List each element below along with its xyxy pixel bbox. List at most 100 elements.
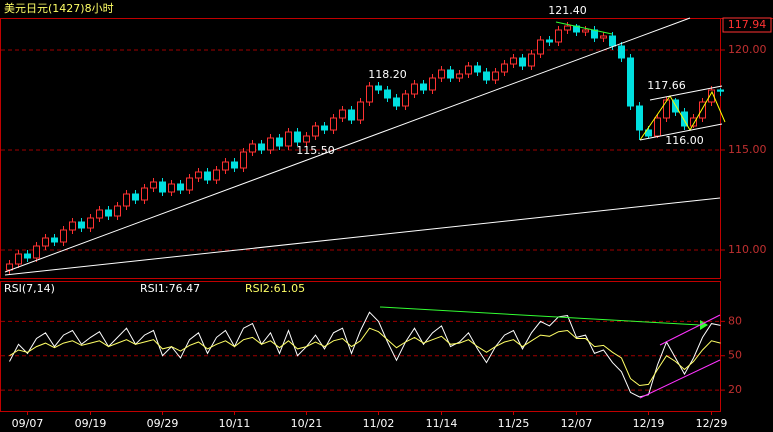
x-tick-label: 11/02 bbox=[363, 417, 395, 430]
candle-body bbox=[510, 57, 517, 65]
candle-body bbox=[636, 105, 643, 131]
rsi-panel-border bbox=[0, 281, 721, 412]
candle-body bbox=[186, 177, 193, 191]
candle-body bbox=[114, 205, 121, 217]
y-tick-label: 120.00 bbox=[728, 43, 767, 56]
candle-body bbox=[24, 253, 31, 259]
candle-body bbox=[609, 35, 616, 47]
candle-body bbox=[177, 183, 184, 191]
rsi-title: RSI(7,14) bbox=[4, 282, 55, 295]
candle-body bbox=[627, 57, 634, 107]
candle-body bbox=[51, 237, 58, 243]
y-tick-label: 115.00 bbox=[728, 143, 767, 156]
candle-body bbox=[393, 97, 400, 107]
candle-body bbox=[618, 45, 625, 59]
y-tick-label: 50 bbox=[728, 349, 742, 362]
candle-body bbox=[150, 181, 157, 189]
price-panel-border bbox=[0, 18, 721, 279]
x-tick-label: 12/19 bbox=[633, 417, 665, 430]
candle-body bbox=[15, 253, 22, 265]
candle-body bbox=[285, 131, 292, 147]
candle-body bbox=[33, 245, 40, 259]
candle-body bbox=[600, 35, 607, 39]
candle-body bbox=[663, 99, 670, 119]
price-annotation: 118.20 bbox=[368, 68, 407, 81]
candle-body bbox=[582, 29, 589, 33]
candle-body bbox=[654, 117, 661, 137]
candle-body bbox=[456, 73, 463, 79]
chart-title: 美元日元(1427)8小时 bbox=[4, 2, 114, 15]
plot: 110.00 115.00 120.00 121.40 117.66 118.20 115.… bbox=[1, 4, 767, 430]
candle-body bbox=[483, 71, 490, 81]
candle-body bbox=[159, 181, 166, 193]
candle-body bbox=[546, 39, 553, 43]
candle-body bbox=[420, 83, 427, 91]
legend-entry: RSI2:61.05 bbox=[245, 282, 305, 295]
rsi-divergence-line bbox=[379, 306, 701, 326]
price-annotation: 116.00 bbox=[665, 134, 704, 147]
candle-body bbox=[447, 69, 454, 79]
candle-body bbox=[492, 71, 499, 81]
candle-body bbox=[474, 65, 481, 73]
y-tick-label: 110.00 bbox=[728, 243, 767, 256]
candle-body bbox=[321, 125, 328, 131]
price-annotation: 115.50 bbox=[296, 144, 335, 157]
candle-body bbox=[681, 111, 688, 127]
x-tick-label: 09/07 bbox=[12, 417, 44, 430]
x-tick-label: 11/25 bbox=[498, 417, 530, 430]
rsi-line bbox=[9, 327, 721, 387]
candle-body bbox=[294, 131, 301, 143]
candle-body bbox=[429, 77, 436, 91]
candle-body bbox=[69, 221, 76, 231]
candle-body bbox=[717, 89, 724, 92]
candle-body bbox=[339, 109, 346, 119]
candle-body bbox=[267, 137, 274, 151]
candle-body bbox=[96, 209, 103, 219]
candle-body bbox=[303, 135, 310, 143]
candle-body bbox=[60, 229, 67, 243]
candle-body bbox=[42, 237, 49, 247]
candle-body bbox=[690, 117, 697, 127]
candle-body bbox=[312, 125, 319, 137]
candle-body bbox=[222, 161, 229, 171]
candle-body bbox=[528, 53, 535, 67]
x-tick-label: 09/29 bbox=[147, 417, 179, 430]
candle-body bbox=[564, 25, 571, 31]
candle-body bbox=[537, 39, 544, 55]
channel-line bbox=[649, 85, 723, 101]
arrow-head bbox=[700, 320, 708, 330]
candle-body bbox=[465, 65, 472, 75]
x-tick-label: 10/11 bbox=[219, 417, 251, 430]
candle-body bbox=[168, 183, 175, 193]
last-price: 117.94 bbox=[728, 18, 767, 31]
trend-line bbox=[4, 17, 691, 273]
rsi-line bbox=[9, 311, 721, 398]
candle-body bbox=[501, 63, 508, 73]
candle-body bbox=[141, 187, 148, 201]
candle-body bbox=[276, 137, 283, 147]
price-annotation: 121.40 bbox=[548, 4, 587, 17]
candle-body bbox=[105, 209, 112, 217]
x-tick-label: 09/19 bbox=[75, 417, 107, 430]
rsi-channel-line bbox=[659, 314, 721, 346]
last-price-box bbox=[722, 17, 772, 33]
candle-body bbox=[249, 143, 256, 153]
candle-body bbox=[78, 221, 85, 229]
candle-body bbox=[132, 193, 139, 201]
candle-body bbox=[699, 101, 706, 119]
candle-body bbox=[240, 151, 247, 169]
x-tick-label: 12/07 bbox=[561, 417, 593, 430]
candle-body bbox=[213, 169, 220, 181]
candle-body bbox=[195, 171, 202, 179]
candle-body bbox=[411, 83, 418, 95]
candle-body bbox=[357, 101, 364, 121]
candle-body bbox=[330, 117, 337, 131]
trend-drawings bbox=[4, 17, 726, 399]
legend-entry: RSI1:76.47 bbox=[140, 282, 200, 295]
candle-body bbox=[375, 85, 382, 91]
x-tick-label: 12/29 bbox=[696, 417, 728, 430]
candle-body bbox=[231, 161, 238, 169]
candle-body bbox=[555, 29, 562, 43]
candle-body bbox=[123, 193, 130, 207]
